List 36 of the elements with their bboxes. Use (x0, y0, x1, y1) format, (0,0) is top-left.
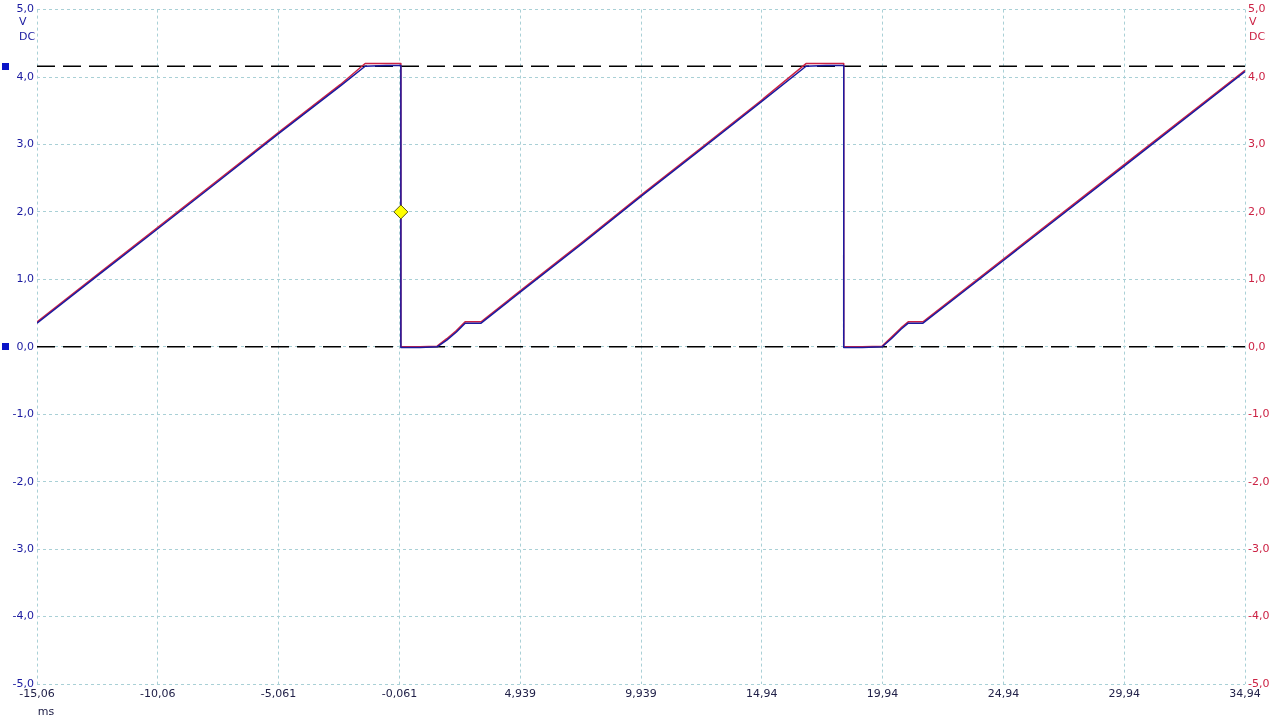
y-tick-label: 4,0 (16, 69, 34, 83)
y2-tick-label: -4,0 (1248, 609, 1270, 623)
y-tick-label: 5,0 (16, 2, 34, 16)
x-tick-label: -5,061 (260, 687, 297, 701)
x-tick-label: 9,939 (625, 687, 657, 701)
y2-tick-label: -3,0 (1248, 541, 1270, 555)
x-tick-label: 19,94 (866, 687, 899, 701)
y2-tick-label: 3,0 (1248, 137, 1266, 151)
y-tick-label: 1,0 (16, 272, 34, 286)
y-tick-label: 0,0 (16, 339, 34, 353)
y2-tick-label: -5,0 (1248, 676, 1270, 690)
y-tick-label: -3,0 (12, 541, 34, 555)
y-tick-label: -4,0 (12, 609, 34, 623)
x-tick-label: -10,06 (140, 687, 176, 701)
y-tick-label: -5,0 (12, 676, 34, 690)
y-axis-title: V DC (19, 15, 36, 44)
x-tick-label: 34,94 (1229, 687, 1261, 701)
y2-tick-label: 4,0 (1248, 69, 1266, 83)
y-tick-label: -1,0 (12, 407, 34, 421)
y2-tick-label: -2,0 (1248, 474, 1270, 488)
x-tick-label: 14,94 (746, 687, 778, 701)
y2-tick-label: 5,0 (1248, 2, 1266, 16)
y2-tick-label: 1,0 (1248, 272, 1266, 286)
y-tick-label: 2,0 (16, 204, 34, 218)
x-tick-label: -0,061 (381, 687, 418, 701)
y2-tick-label: 0,0 (1248, 339, 1266, 353)
x-tick-label: 4,939 (504, 687, 536, 701)
y2-tick-label: 2,0 (1248, 204, 1266, 218)
y2-tick-label: -1,0 (1248, 407, 1270, 421)
x-tick-label: -15,06 (19, 687, 55, 701)
x-tick-label: 29,94 (1108, 687, 1140, 701)
x-axis-title: ms (37, 704, 55, 718)
y-tick-label: 3,0 (16, 137, 34, 151)
x-tick-label: 24,94 (987, 687, 1020, 701)
y2-axis-title: V DC (1249, 15, 1266, 44)
y-tick-label: -2,0 (12, 474, 34, 488)
